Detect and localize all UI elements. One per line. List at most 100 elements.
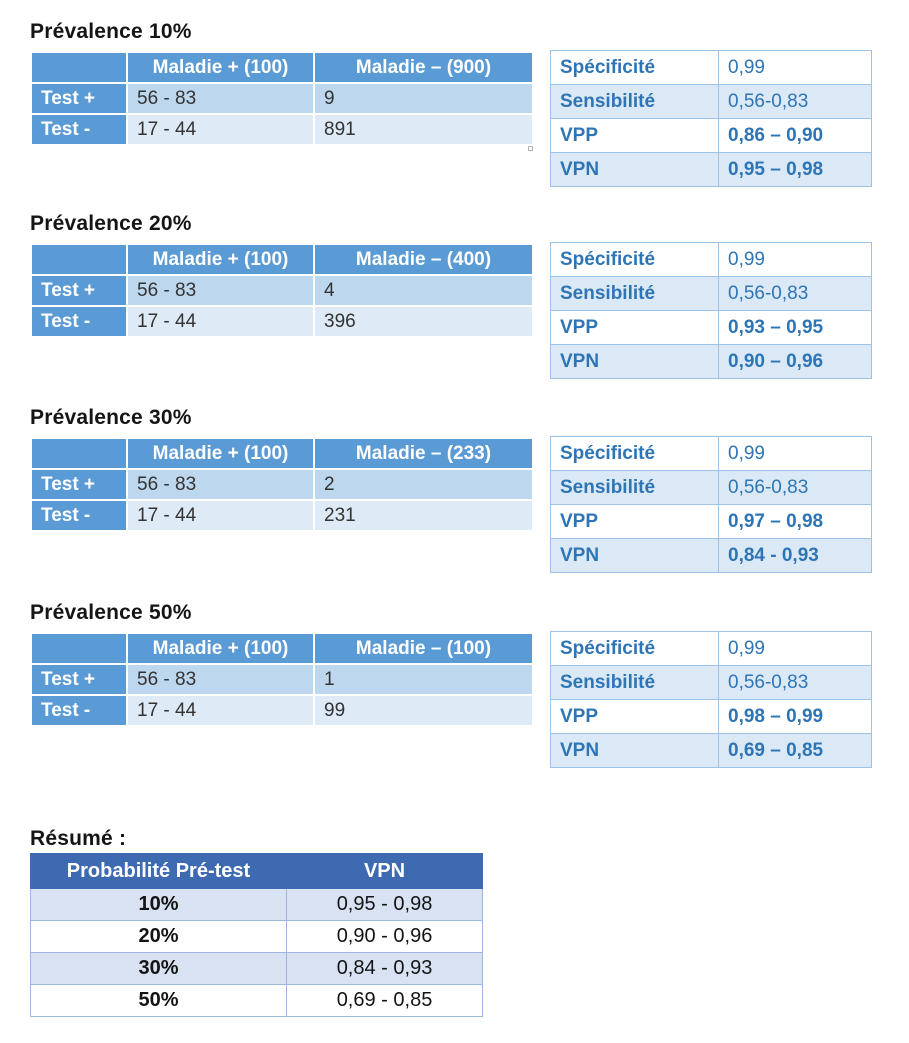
stat-label-sensibilite: Sensibilité xyxy=(550,470,719,505)
stats-table: Spécificité 0,99 Sensibilité 0,56-0,83 V… xyxy=(550,631,872,768)
stats-row: Spécificité 0,99 xyxy=(550,50,872,85)
table-row: Test - 17 - 44 396 xyxy=(30,305,534,338)
table-row: Test - 17 - 44 99 xyxy=(30,694,534,727)
col-header-maladie-plus: Maladie + (100) xyxy=(126,632,315,665)
vpn-cell: 0,90 - 0,96 xyxy=(286,920,483,953)
col-header-maladie-plus: Maladie + (100) xyxy=(126,51,315,84)
summary-col-header-vpn: VPN xyxy=(286,853,483,889)
summary-col-header-pretest: Probabilité Pré-test xyxy=(30,853,287,889)
table-header-row: Maladie + (100) Maladie – (100) xyxy=(30,632,534,665)
table-header-row: Maladie + (100) Maladie – (400) xyxy=(30,243,534,276)
section-title: Prévalence 10% xyxy=(30,20,192,43)
row-label-test-minus: Test - xyxy=(30,305,128,338)
summary-row: 10% 0,95 - 0,98 xyxy=(30,888,483,921)
stat-label-vpp: VPP xyxy=(550,699,719,734)
data-cell: 17 - 44 xyxy=(126,305,315,338)
pretest-cell: 50% xyxy=(30,984,287,1017)
data-cell: 56 - 83 xyxy=(126,663,315,696)
row-label-test-plus: Test + xyxy=(30,274,128,307)
stats-row: Spécificité 0,99 xyxy=(550,242,872,277)
stat-value: 0,99 xyxy=(718,436,872,471)
data-cell: 396 xyxy=(313,305,534,338)
data-cell: 891 xyxy=(313,113,534,146)
table-row: Test - 17 - 44 231 xyxy=(30,499,534,532)
stats-row: VPP 0,93 – 0,95 xyxy=(550,310,872,345)
section-title: Prévalence 20% xyxy=(30,212,192,235)
col-header-maladie-plus: Maladie + (100) xyxy=(126,243,315,276)
stat-label-vpn: VPN xyxy=(550,152,719,187)
data-cell: 231 xyxy=(313,499,534,532)
stat-label-vpp: VPP xyxy=(550,118,719,153)
data-cell: 9 xyxy=(313,82,534,115)
table-header-row: Maladie + (100) Maladie – (233) xyxy=(30,437,534,470)
stats-table: Spécificité 0,99 Sensibilité 0,56-0,83 V… xyxy=(550,242,872,379)
stats-table: Spécificité 0,99 Sensibilité 0,56-0,83 V… xyxy=(550,436,872,573)
contingency-table: Maladie + (100) Maladie – (400) Test + 5… xyxy=(30,243,534,338)
table-row: Test - 17 - 44 891 xyxy=(30,113,534,146)
vpn-cell: 0,84 - 0,93 xyxy=(286,952,483,985)
summary-row: 20% 0,90 - 0,96 xyxy=(30,920,483,953)
section-prevalence-30: Prévalence 30% Maladie + (100) Maladie –… xyxy=(0,404,909,573)
stat-value: 0,99 xyxy=(718,242,872,277)
stat-value: 0,99 xyxy=(718,50,872,85)
stats-row: VPN 0,95 – 0,98 xyxy=(550,152,872,187)
section-title: Prévalence 50% xyxy=(30,601,192,624)
summary-row: 30% 0,84 - 0,93 xyxy=(30,952,483,985)
stat-label-vpp: VPP xyxy=(550,310,719,345)
contingency-table: Maladie + (100) Maladie – (100) Test + 5… xyxy=(30,632,534,727)
stat-value: 0,69 – 0,85 xyxy=(718,733,872,768)
summary-row: 50% 0,69 - 0,85 xyxy=(30,984,483,1017)
corner-cell xyxy=(30,51,128,84)
stats-row: Sensibilité 0,56-0,83 xyxy=(550,84,872,119)
stat-label-specificite: Spécificité xyxy=(550,631,719,666)
stat-value: 0,86 – 0,90 xyxy=(718,118,872,153)
contingency-table: Maladie + (100) Maladie – (233) Test + 5… xyxy=(30,437,534,532)
table-row: Test + 56 - 83 9 xyxy=(30,82,534,115)
section-prevalence-50: Prévalence 50% Maladie + (100) Maladie –… xyxy=(0,599,909,768)
data-cell: 17 - 44 xyxy=(126,113,315,146)
col-header-maladie-minus: Maladie – (100) xyxy=(313,632,534,665)
stat-label-specificite: Spécificité xyxy=(550,50,719,85)
stats-row: Sensibilité 0,56-0,83 xyxy=(550,470,872,505)
stats-row: VPN 0,84 - 0,93 xyxy=(550,538,872,573)
summary-table: Probabilité Pré-test VPN 10% 0,95 - 0,98… xyxy=(30,853,483,1017)
stat-value: 0,97 – 0,98 xyxy=(718,504,872,539)
stats-row: VPP 0,98 – 0,99 xyxy=(550,699,872,734)
stat-label-sensibilite: Sensibilité xyxy=(550,665,719,700)
stats-row: Sensibilité 0,56-0,83 xyxy=(550,276,872,311)
summary-header-row: Probabilité Pré-test VPN xyxy=(30,853,483,889)
stat-value: 0,99 xyxy=(718,631,872,666)
data-cell: 4 xyxy=(313,274,534,307)
corner-cell xyxy=(30,437,128,470)
col-header-maladie-minus: Maladie – (900) xyxy=(313,51,534,84)
section-prevalence-10: Prévalence 10% Maladie + (100) Maladie –… xyxy=(0,18,909,187)
data-cell: 2 xyxy=(313,468,534,501)
stat-value: 0,56-0,83 xyxy=(718,665,872,700)
table-row: Test + 56 - 83 4 xyxy=(30,274,534,307)
corner-cell xyxy=(30,632,128,665)
row-label-test-minus: Test - xyxy=(30,113,128,146)
stat-label-sensibilite: Sensibilité xyxy=(550,276,719,311)
stats-row: VPN 0,90 – 0,96 xyxy=(550,344,872,379)
stat-value: 0,90 – 0,96 xyxy=(718,344,872,379)
stat-label-vpp: VPP xyxy=(550,504,719,539)
stat-label-specificite: Spécificité xyxy=(550,242,719,277)
row-label-test-minus: Test - xyxy=(30,694,128,727)
stat-value: 0,56-0,83 xyxy=(718,84,872,119)
stat-label-sensibilite: Sensibilité xyxy=(550,84,719,119)
vpn-cell: 0,69 - 0,85 xyxy=(286,984,483,1017)
data-cell: 56 - 83 xyxy=(126,468,315,501)
stat-value: 0,95 – 0,98 xyxy=(718,152,872,187)
stats-table: Spécificité 0,99 Sensibilité 0,56-0,83 V… xyxy=(550,50,872,187)
col-header-maladie-minus: Maladie – (233) xyxy=(313,437,534,470)
section-title: Prévalence 30% xyxy=(30,406,192,429)
stat-label-vpn: VPN xyxy=(550,344,719,379)
corner-cell xyxy=(30,243,128,276)
section-prevalence-20: Prévalence 20% Maladie + (100) Maladie –… xyxy=(0,210,909,379)
table-row: Test + 56 - 83 1 xyxy=(30,663,534,696)
summary-title: Résumé : xyxy=(30,827,127,850)
stat-value: 0,56-0,83 xyxy=(718,276,872,311)
stat-value: 0,84 - 0,93 xyxy=(718,538,872,573)
stats-row: Spécificité 0,99 xyxy=(550,436,872,471)
row-label-test-plus: Test + xyxy=(30,663,128,696)
